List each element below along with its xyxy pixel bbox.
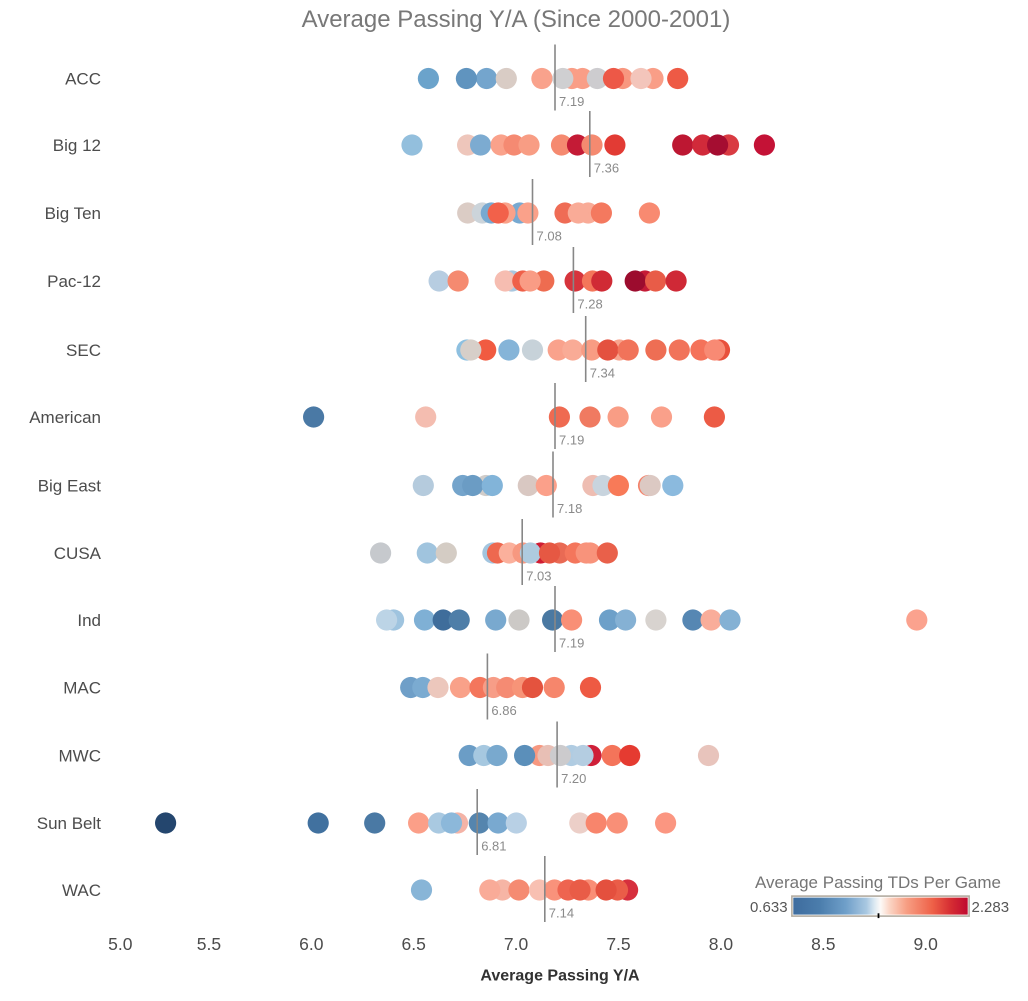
svg-text:7.19: 7.19 <box>559 433 584 448</box>
svg-text:7.18: 7.18 <box>557 501 582 516</box>
svg-text:Average Passing Y/A (Since 200: Average Passing Y/A (Since 2000-2001) <box>302 6 731 33</box>
svg-text:Average Passing Y/A: Average Passing Y/A <box>480 968 640 985</box>
svg-text:MWC: MWC <box>59 747 101 766</box>
svg-text:Sun Belt: Sun Belt <box>37 814 102 833</box>
svg-text:7.5: 7.5 <box>606 934 630 954</box>
svg-text:MAC: MAC <box>63 679 101 698</box>
svg-text:9.0: 9.0 <box>914 934 939 954</box>
svg-text:7.0: 7.0 <box>504 934 529 954</box>
svg-text:ACC: ACC <box>65 70 101 89</box>
svg-text:0.633: 0.633 <box>750 899 788 916</box>
svg-text:Big 12: Big 12 <box>53 136 101 155</box>
svg-text:Average Passing TDs Per Game: Average Passing TDs Per Game <box>755 873 1001 892</box>
svg-text:5.0: 5.0 <box>108 934 133 954</box>
svg-text:7.19: 7.19 <box>559 636 584 651</box>
svg-text:8.0: 8.0 <box>709 934 734 954</box>
svg-text:2.283: 2.283 <box>972 899 1010 916</box>
svg-text:7.28: 7.28 <box>577 297 602 312</box>
svg-text:7.36: 7.36 <box>594 161 619 176</box>
svg-text:7.08: 7.08 <box>537 229 562 244</box>
svg-text:8.5: 8.5 <box>811 934 835 954</box>
svg-text:7.19: 7.19 <box>559 94 584 109</box>
svg-text:5.5: 5.5 <box>197 934 221 954</box>
svg-text:6.81: 6.81 <box>481 839 506 854</box>
svg-text:CUSA: CUSA <box>54 544 102 563</box>
svg-text:7.34: 7.34 <box>590 366 615 381</box>
svg-text:SEC: SEC <box>66 341 101 360</box>
svg-text:American: American <box>29 408 101 427</box>
svg-text:WAC: WAC <box>62 881 101 900</box>
svg-text:7.20: 7.20 <box>561 771 586 786</box>
svg-text:Big Ten: Big Ten <box>45 204 101 223</box>
svg-text:6.86: 6.86 <box>491 703 516 718</box>
svg-text:6.5: 6.5 <box>402 934 426 954</box>
svg-text:7.03: 7.03 <box>526 569 551 584</box>
svg-text:6.0: 6.0 <box>299 934 324 954</box>
svg-text:Pac-12: Pac-12 <box>47 272 101 291</box>
svg-text:Ind: Ind <box>77 611 101 630</box>
svg-text:Big East: Big East <box>38 477 102 496</box>
svg-text:7.14: 7.14 <box>549 906 574 921</box>
